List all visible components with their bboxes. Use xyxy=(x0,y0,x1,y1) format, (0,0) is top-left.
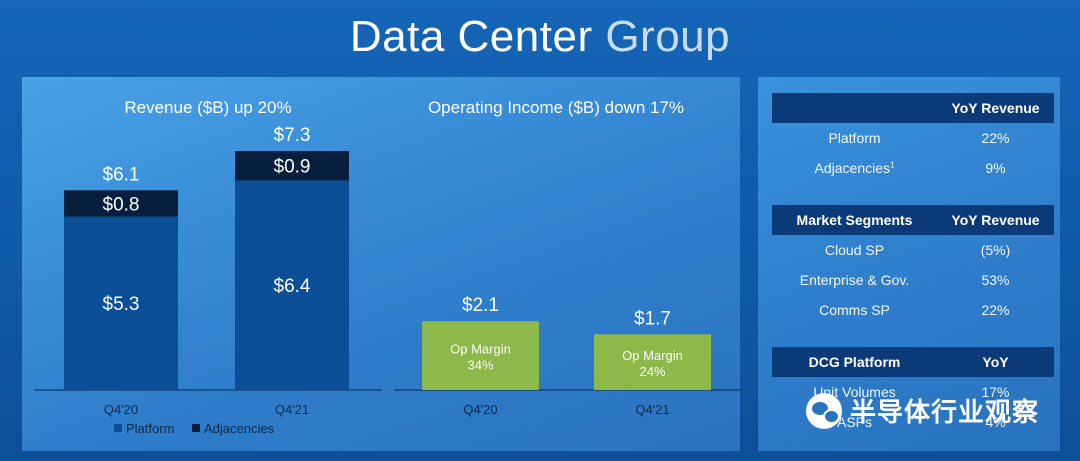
header-cell: DCG Platform xyxy=(808,354,901,370)
table-revenue: YoY Revenue Platform 22% Adjacencies1 9% xyxy=(772,93,1054,183)
footnote-marker: 1 xyxy=(890,160,895,170)
wechat-icon xyxy=(806,392,842,429)
op-income-bar xyxy=(594,334,711,390)
table-row: ASPs 4% xyxy=(772,407,1054,437)
table-row: Comms SP 22% xyxy=(772,295,1054,325)
row-value: (5%) xyxy=(980,242,1011,258)
row-value: 22% xyxy=(981,302,1010,318)
table-row: Enterprise & Gov. 53% xyxy=(772,265,1054,295)
row-label: ASPs xyxy=(836,414,872,430)
x-tick-label: Q4'20 xyxy=(104,402,138,417)
table-row: Cloud SP (5%) xyxy=(772,235,1054,265)
op-income-chart-title: Operating Income ($B) down 17% xyxy=(428,98,684,117)
page-title-part2: Group xyxy=(605,12,731,61)
charts-svg: Revenue ($B) up 20% $5.3 $0.8 $6.1 Q4'20 $6.4… xyxy=(34,98,740,436)
total-value-label: $6.1 xyxy=(103,164,140,185)
adjacencies-value-label: $0.8 xyxy=(103,194,140,215)
chart-panel: Revenue ($B) up 20% $5.3 $0.8 $6.1 Q4'20 $6.4… xyxy=(22,77,740,451)
row-label: Cloud SP xyxy=(824,242,885,258)
x-tick-label: Q4'21 xyxy=(275,402,309,417)
x-tick-label: Q4'21 xyxy=(635,402,669,417)
page-title: Data Center Group xyxy=(0,12,1080,62)
row-value: 9% xyxy=(985,160,1006,176)
row-value: 4% xyxy=(985,414,1006,430)
op-income-bar xyxy=(422,321,539,390)
header-cell: YoY Revenue xyxy=(951,212,1040,228)
table-header: DCG Platform YoY xyxy=(772,347,1054,377)
watermark-text: 半导体行业观察 xyxy=(850,397,1040,427)
table-dcg-platform: DCG Platform YoY Unit Volumes 17% ASPs 4… xyxy=(772,347,1054,437)
table-panel: YoY Revenue Platform 22% Adjacencies1 9%… xyxy=(758,77,1060,451)
row-value: 22% xyxy=(981,130,1010,146)
legend-label-platform: Platform xyxy=(126,421,174,436)
adjacencies-bar xyxy=(64,190,178,217)
revenue-chart-title: Revenue ($B) up 20% xyxy=(124,98,291,117)
platform-value-label: $6.4 xyxy=(274,276,311,297)
legend-label-adjacencies: Adjacencies xyxy=(204,421,275,436)
table-market-segments: Market Segments YoY Revenue Cloud SP (5%… xyxy=(772,205,1054,325)
table-row: Platform 22% xyxy=(772,123,1054,153)
table-header: YoY Revenue xyxy=(772,93,1054,123)
legend-swatch-platform xyxy=(114,424,122,432)
header-cell: YoY xyxy=(982,354,1009,370)
table-row: Adjacencies1 9% xyxy=(772,153,1054,183)
platform-bar xyxy=(235,180,349,390)
op-margin-label: Op Margin xyxy=(450,342,511,357)
total-value-label: $7.3 xyxy=(274,125,311,146)
row-label: Adjacencies1 xyxy=(772,160,937,176)
page-title-part1: Data Center xyxy=(349,12,606,61)
legend-swatch-adjacencies xyxy=(192,424,200,432)
op-margin-value: 34% xyxy=(467,358,493,373)
row-label: Enterprise & Gov. xyxy=(799,272,910,288)
platform-value-label: $5.3 xyxy=(103,294,140,315)
table-header: Market Segments YoY Revenue xyxy=(772,205,1054,235)
row-label: Platform xyxy=(828,130,881,146)
row-label: Comms SP xyxy=(819,302,890,318)
adjacencies-bar xyxy=(235,151,349,181)
x-tick-label: Q4'20 xyxy=(463,402,497,417)
row-value: 53% xyxy=(981,272,1010,288)
op-margin-value: 24% xyxy=(639,364,665,379)
op-income-value-label: $2.1 xyxy=(462,295,499,316)
platform-bar xyxy=(64,216,178,390)
op-margin-label: Op Margin xyxy=(622,348,683,363)
adjacencies-value-label: $0.9 xyxy=(274,157,311,178)
watermark: 半导体行业观察 xyxy=(806,392,1039,429)
header-cell: YoY Revenue xyxy=(951,100,1040,116)
op-income-value-label: $1.7 xyxy=(634,308,671,329)
header-cell: Market Segments xyxy=(796,212,913,228)
row-value: 17% xyxy=(981,384,1010,400)
row-label-text: Adjacencies xyxy=(814,160,891,176)
